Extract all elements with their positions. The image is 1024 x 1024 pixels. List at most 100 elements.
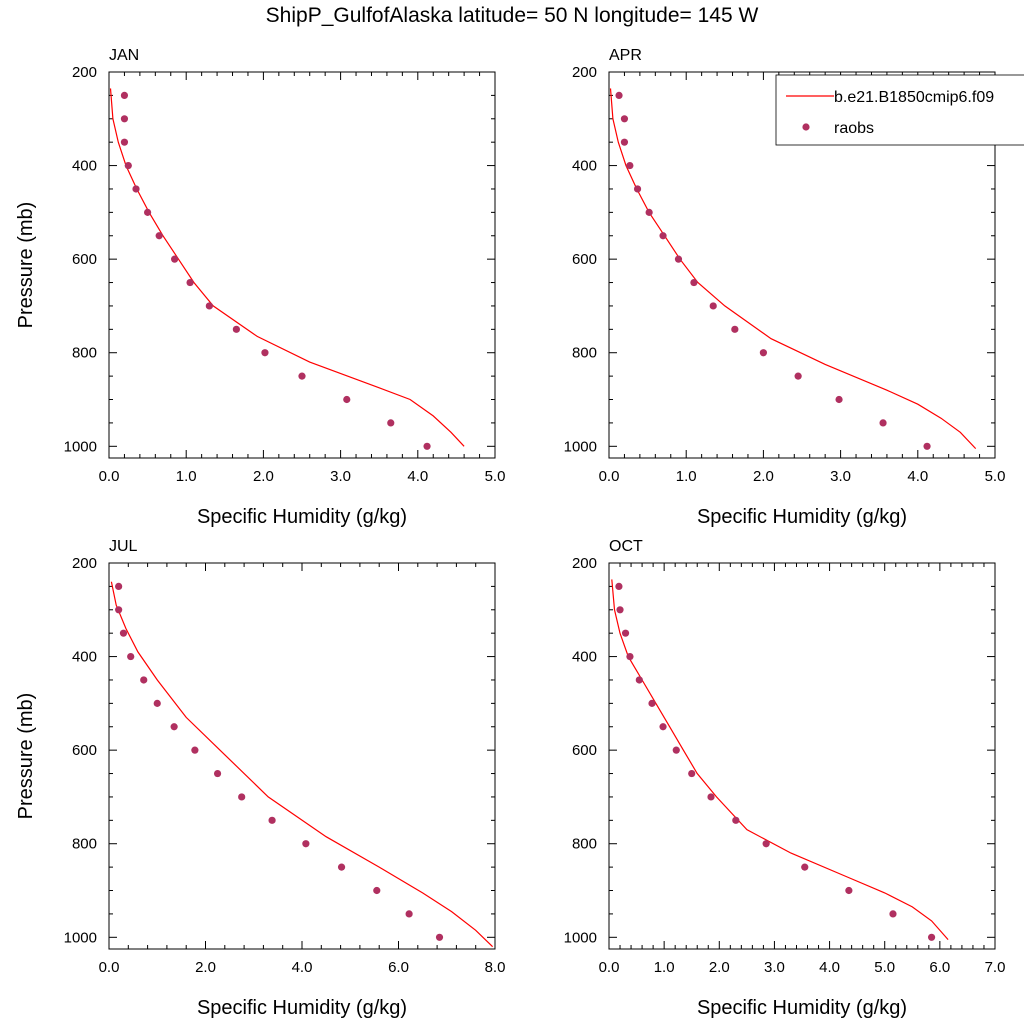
y-tick-label: 1000 xyxy=(564,929,597,946)
x-tick-label: 2.0 xyxy=(709,959,730,976)
legend-model-label: b.e21.B1850cmip6.f09 xyxy=(834,89,994,106)
raobs-data-point xyxy=(707,793,715,801)
y-tick-label: 200 xyxy=(572,64,597,81)
raobs-data-point xyxy=(268,816,276,824)
y-tick-label: 400 xyxy=(572,649,597,666)
plot-frame xyxy=(108,71,496,459)
raobs-data-point xyxy=(337,863,346,871)
raobs-data-point xyxy=(659,723,667,731)
legend-box xyxy=(775,74,1024,146)
raobs-data-point xyxy=(213,769,222,778)
model-series-line xyxy=(110,581,494,948)
raobs-data-point xyxy=(298,372,306,380)
raobs-data-point xyxy=(140,676,148,684)
raobs-data-point xyxy=(171,255,179,263)
raobs-data-point xyxy=(731,325,739,333)
x-tick-label: 2.0 xyxy=(195,959,216,976)
raobs-data-point xyxy=(127,652,135,661)
model-series-line xyxy=(109,88,465,447)
x-tick-label: 2.0 xyxy=(753,468,774,485)
page-title: ShipP_GulfofAlaska latitude= 50 N longit… xyxy=(265,4,759,27)
y-tick-label: 800 xyxy=(72,345,97,362)
raobs-data-point xyxy=(115,606,123,614)
panel-label: JAN xyxy=(109,47,139,64)
model-series-line xyxy=(611,579,949,940)
y-tick-label: 1000 xyxy=(64,438,97,455)
raobs-data-point xyxy=(302,840,310,848)
x-tick-label: 1.0 xyxy=(676,468,697,485)
chart-panel-oct: OCT 0.0 1.0 2.0 3.0 4.0 5.0 6.0 7.0 200 400 600 800 1… xyxy=(564,538,1006,1019)
raobs-data-point xyxy=(732,816,740,824)
y-tick-label: 800 xyxy=(72,836,97,853)
raobs-data-point xyxy=(794,372,802,380)
raobs-data-point xyxy=(186,278,194,287)
raobs-data-point xyxy=(762,840,770,848)
raobs-data-point xyxy=(672,746,680,754)
panel-label: JUL xyxy=(109,538,138,555)
raobs-data-point xyxy=(690,278,698,287)
x-tick-label: 6.0 xyxy=(388,959,409,976)
raobs-data-point xyxy=(626,161,634,170)
raobs-data-point xyxy=(387,419,395,427)
raobs-data-point xyxy=(709,302,717,310)
raobs-data-point xyxy=(343,395,351,404)
y-tick-label: 400 xyxy=(72,158,97,175)
y-tick-label: 200 xyxy=(72,64,97,81)
panel-label: APR xyxy=(609,47,642,64)
raobs-data-point xyxy=(835,395,843,404)
y-tick-label: 800 xyxy=(572,345,597,362)
raobs-data-point xyxy=(423,442,431,450)
x-tick-label: 2.0 xyxy=(253,468,274,485)
y-tick-label: 800 xyxy=(572,836,597,853)
x-axis-label: Specific Humidity (g/kg) xyxy=(697,997,907,1019)
y-tick-label: 600 xyxy=(72,251,97,268)
raobs-data-point xyxy=(659,232,667,240)
x-tick-label: 5.0 xyxy=(985,468,1006,485)
raobs-data-point xyxy=(621,629,630,637)
chart-panel-jan: JAN 0.0 1.0 2.0 3.0 4.0 5.0 200 400 600 800 1000 Spe… xyxy=(15,47,505,528)
chart-panel-jul: JUL 0.0 2.0 4.0 6.0 8.0 200 400 600 800 1000 Specif… xyxy=(15,538,505,1019)
raobs-data-point xyxy=(633,185,642,193)
raobs-data-point xyxy=(648,699,656,707)
raobs-data-point xyxy=(232,325,240,333)
y-tick-label: 200 xyxy=(72,555,97,572)
x-tick-label: 3.0 xyxy=(830,468,851,485)
legend-marker-swatch xyxy=(802,123,810,131)
x-axis-label: Specific Humidity (g/kg) xyxy=(697,506,907,528)
x-tick-label: 3.0 xyxy=(330,468,351,485)
raobs-data-point xyxy=(759,349,768,357)
raobs-data-point xyxy=(373,886,381,895)
y-tick-label: 400 xyxy=(572,158,597,175)
plot-frame xyxy=(108,562,496,950)
raobs-data-point xyxy=(688,769,696,778)
x-tick-label: 0.0 xyxy=(599,468,620,485)
raobs-data-point xyxy=(124,161,132,170)
raobs-data-point xyxy=(615,91,623,99)
raobs-data-point xyxy=(170,723,178,731)
x-axis-label: Specific Humidity (g/kg) xyxy=(197,997,407,1019)
y-tick-label: 400 xyxy=(72,649,97,666)
raobs-data-point xyxy=(205,302,213,310)
raobs-data-point xyxy=(238,793,246,801)
legend-obs-label: raobs xyxy=(834,120,874,137)
raobs-data-point xyxy=(927,933,936,941)
x-tick-label: 0.0 xyxy=(599,959,620,976)
x-tick-label: 0.0 xyxy=(99,959,120,976)
model-series-line xyxy=(609,88,977,450)
x-tick-label: 4.0 xyxy=(292,959,313,976)
raobs-data-point xyxy=(119,629,128,637)
raobs-data-point xyxy=(889,910,897,918)
chart-panel-apr: APR 0.0 1.0 2.0 3.0 4.0 5.0 200 400 600 800 1000 Spe… xyxy=(564,47,1006,528)
raobs-data-point xyxy=(616,606,624,614)
x-tick-label: 5.0 xyxy=(485,468,506,485)
x-tick-label: 5.0 xyxy=(874,959,895,976)
raobs-data-point xyxy=(615,582,623,590)
raobs-data-point xyxy=(645,208,653,216)
raobs-data-point xyxy=(120,91,129,99)
raobs-data-point xyxy=(620,115,629,123)
raobs-data-point xyxy=(153,699,161,707)
x-tick-label: 8.0 xyxy=(485,959,506,976)
y-tick-label: 600 xyxy=(572,742,597,759)
x-tick-label: 4.0 xyxy=(819,959,840,976)
